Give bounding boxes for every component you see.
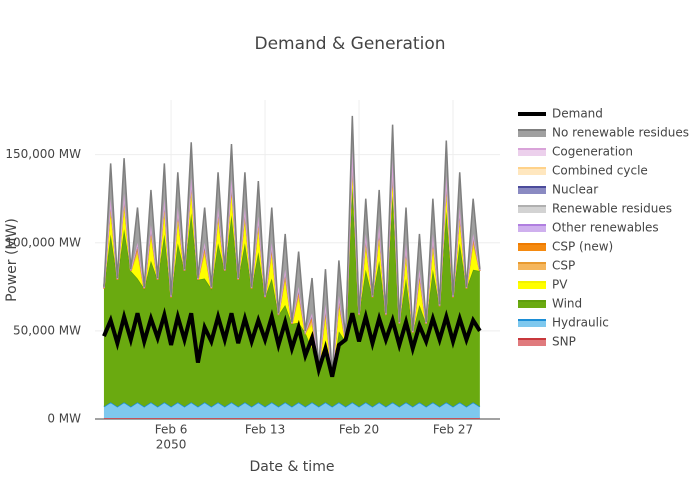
- y-tick-label: 50,000 MW: [13, 323, 81, 337]
- legend-label: Cogeneration: [552, 145, 633, 159]
- y-tick-label: 0 MW: [47, 412, 81, 426]
- legend-swatch: [518, 186, 546, 194]
- legend-swatch: [518, 281, 546, 289]
- legend-label: Renewable residues: [552, 202, 672, 216]
- legend-swatch: [518, 338, 546, 346]
- x-tick-label: Feb 20: [339, 423, 379, 437]
- legend-label: CSP (new): [552, 240, 613, 254]
- legend-label: Hydraulic: [552, 316, 609, 330]
- legend-label: PV: [552, 278, 568, 292]
- area: [103, 402, 480, 419]
- y-tick-label: 150,000 MW: [5, 147, 81, 161]
- legend-swatch: [518, 262, 546, 270]
- legend-swatch: [518, 205, 546, 213]
- legend-label: Other renewables: [552, 221, 659, 235]
- legend-swatch: [518, 167, 546, 175]
- chart-title: Demand & Generation: [255, 34, 446, 54]
- legend-label: Wind: [552, 297, 582, 311]
- area: [103, 115, 480, 376]
- legend-label: No renewable residues: [552, 126, 689, 140]
- legend-swatch: [518, 243, 546, 251]
- legend-label: Demand: [552, 107, 603, 121]
- area-edge: [103, 115, 481, 375]
- legend-swatch: [518, 224, 546, 232]
- x-tick-label: Feb 27: [433, 423, 473, 437]
- x-tick-label: Feb 6: [155, 423, 188, 437]
- demand-line: [102, 307, 482, 378]
- x-tick-label: Feb 13: [245, 423, 285, 437]
- legend-swatch: [518, 319, 546, 327]
- x-tick-sublabel: 2050: [156, 438, 187, 452]
- legend-label: Combined cycle: [552, 164, 648, 178]
- y-axis-title: Power (MW): [4, 218, 20, 302]
- legend-swatch: [518, 148, 546, 156]
- legend-label: Nuclear: [552, 183, 598, 197]
- y-tick-label: 100,000 MW: [5, 235, 81, 249]
- x-axis-title: Date & time: [250, 459, 335, 475]
- legend-swatch: [518, 129, 546, 137]
- legend-swatch: [518, 300, 546, 308]
- legend-label: CSP: [552, 259, 575, 273]
- legend-label: SNP: [552, 335, 576, 349]
